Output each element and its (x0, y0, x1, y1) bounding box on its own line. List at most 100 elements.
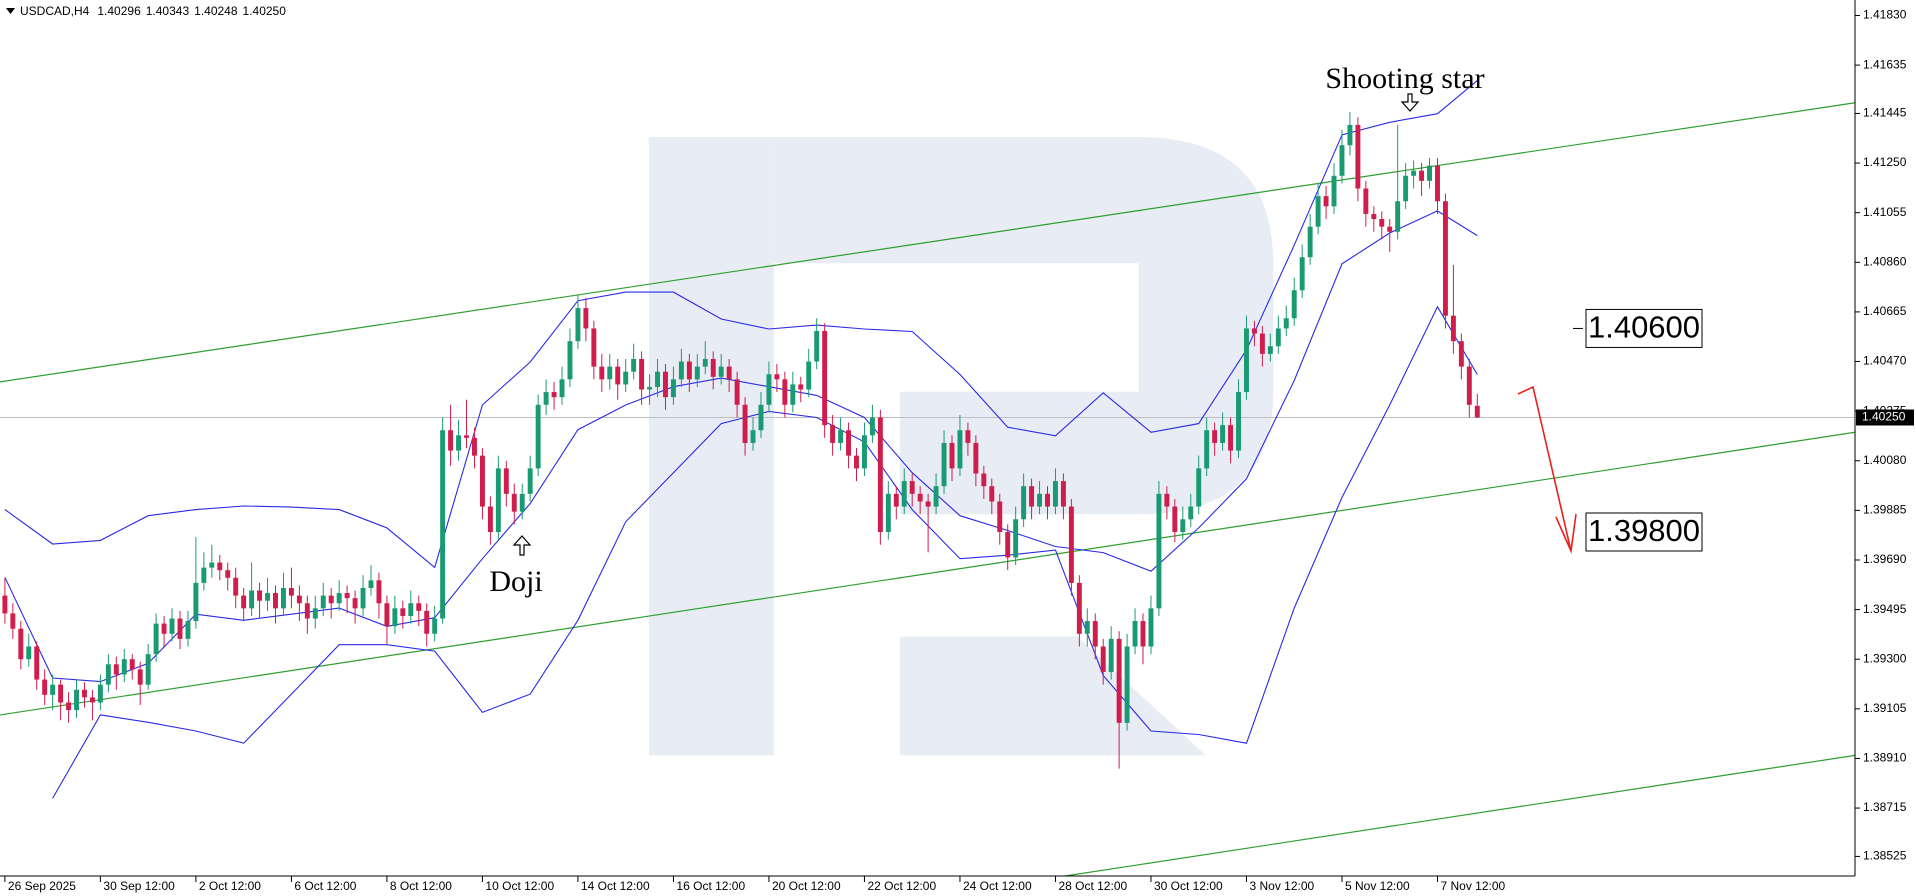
candle-body (639, 358, 645, 390)
candle-body (137, 669, 143, 685)
candle-body (312, 608, 318, 619)
y-tick-label: 1.40860 (1863, 254, 1907, 268)
candle-body (129, 659, 135, 670)
channel-line (1064, 754, 1856, 877)
candle-body (1427, 165, 1432, 181)
candle-body (782, 379, 788, 405)
x-tick-label: 16 Oct 12:00 (676, 879, 745, 893)
candle-body (1005, 531, 1011, 558)
candle-body (416, 603, 422, 611)
candle-body (1148, 608, 1154, 647)
candle-body (105, 664, 111, 685)
candle-body (1021, 486, 1027, 520)
last-price-box (1856, 409, 1914, 426)
candle-body (846, 430, 851, 456)
level-label: 1.40600 (1588, 310, 1700, 345)
candle-body (448, 430, 454, 451)
y-tick-label: 1.38715 (1863, 800, 1907, 814)
candle-body (917, 493, 923, 502)
candle-body (280, 587, 286, 609)
y-tick-label: 1.39690 (1863, 552, 1907, 566)
candle-body (893, 493, 899, 507)
candle-body (177, 618, 183, 639)
candle-body (607, 366, 613, 380)
candle-body (1228, 425, 1234, 451)
candle-body (702, 358, 708, 367)
candle-body (1108, 638, 1114, 672)
candle-body (249, 590, 255, 609)
candle-body (1052, 481, 1058, 507)
candle-body (949, 442, 955, 469)
candle-body (678, 361, 684, 380)
quote-low: 1.40248 (194, 4, 238, 18)
candle-body (838, 430, 844, 443)
candle-body (655, 371, 660, 387)
candle-body (1379, 219, 1385, 227)
candle-body (885, 493, 891, 532)
candle-body (1092, 621, 1098, 647)
x-tick-label: 24 Oct 12:00 (963, 879, 1032, 893)
x-tick-label: 22 Oct 12:00 (867, 879, 936, 893)
candle-body (479, 455, 485, 507)
candle-body (822, 330, 828, 426)
candle-body (1045, 493, 1050, 507)
candle-body (376, 580, 382, 604)
y-tick-label: 1.41445 (1863, 106, 1907, 120)
candle-body (1403, 175, 1409, 202)
candle-body (774, 374, 780, 380)
candle-body (854, 455, 859, 469)
candle-body (909, 481, 915, 494)
band-upper (4, 80, 1478, 569)
x-tick-label: 10 Oct 12:00 (485, 879, 554, 893)
candle-body (1363, 188, 1369, 214)
candle-body (1283, 318, 1289, 329)
candle-body (798, 384, 804, 390)
candle-body (686, 361, 692, 380)
candle-body (495, 468, 501, 532)
candle-body (694, 366, 700, 380)
y-tick-label: 1.39105 (1863, 701, 1907, 715)
candle-body (567, 341, 573, 380)
candle-body (1132, 621, 1138, 647)
channel-line (0, 431, 1856, 716)
candle-body (424, 610, 430, 634)
channel-line (0, 102, 1856, 383)
candle-body (551, 392, 557, 398)
doji-arrow (512, 535, 532, 556)
candle-body (1450, 315, 1456, 342)
header: USDCAD,H4 1.40296 1.40343 1.40248 1.40250 (20, 4, 286, 18)
y-tick-label: 1.39495 (1863, 602, 1907, 616)
candle-body (1220, 425, 1226, 443)
candle-body (790, 384, 796, 405)
x-tick-label: 26 Sep 2025 (8, 879, 76, 893)
candle-body (1259, 333, 1265, 354)
candle-body (1212, 430, 1218, 443)
candle-body (304, 603, 310, 619)
candle-body (1458, 341, 1464, 367)
candle-body (933, 486, 939, 507)
candle-body (145, 654, 151, 685)
annotation: Doji (489, 565, 542, 598)
x-tick-label: 8 Oct 12:00 (390, 879, 452, 893)
candle-body (487, 506, 493, 532)
candle-body (861, 435, 867, 469)
candle-body (1299, 257, 1305, 291)
candle-body (464, 435, 469, 438)
candle-body (631, 358, 637, 372)
candle-body (1060, 481, 1066, 507)
x-tick-label: 2 Oct 12:00 (199, 879, 261, 893)
candle-body (328, 595, 334, 604)
x-tick-label: 14 Oct 12:00 (581, 879, 650, 893)
candle-body (400, 608, 406, 616)
candle-body (615, 366, 621, 385)
candle-body (766, 374, 772, 405)
quote-open: 1.40296 (97, 4, 141, 18)
x-tick-label: 20 Oct 12:00 (772, 879, 841, 893)
candle-body (519, 493, 525, 512)
candle-body (559, 379, 565, 398)
candle-body (997, 501, 1003, 532)
candle-body (1068, 506, 1074, 583)
candle-body (1100, 646, 1106, 672)
candle-body (981, 473, 987, 487)
candle-body (384, 603, 390, 627)
